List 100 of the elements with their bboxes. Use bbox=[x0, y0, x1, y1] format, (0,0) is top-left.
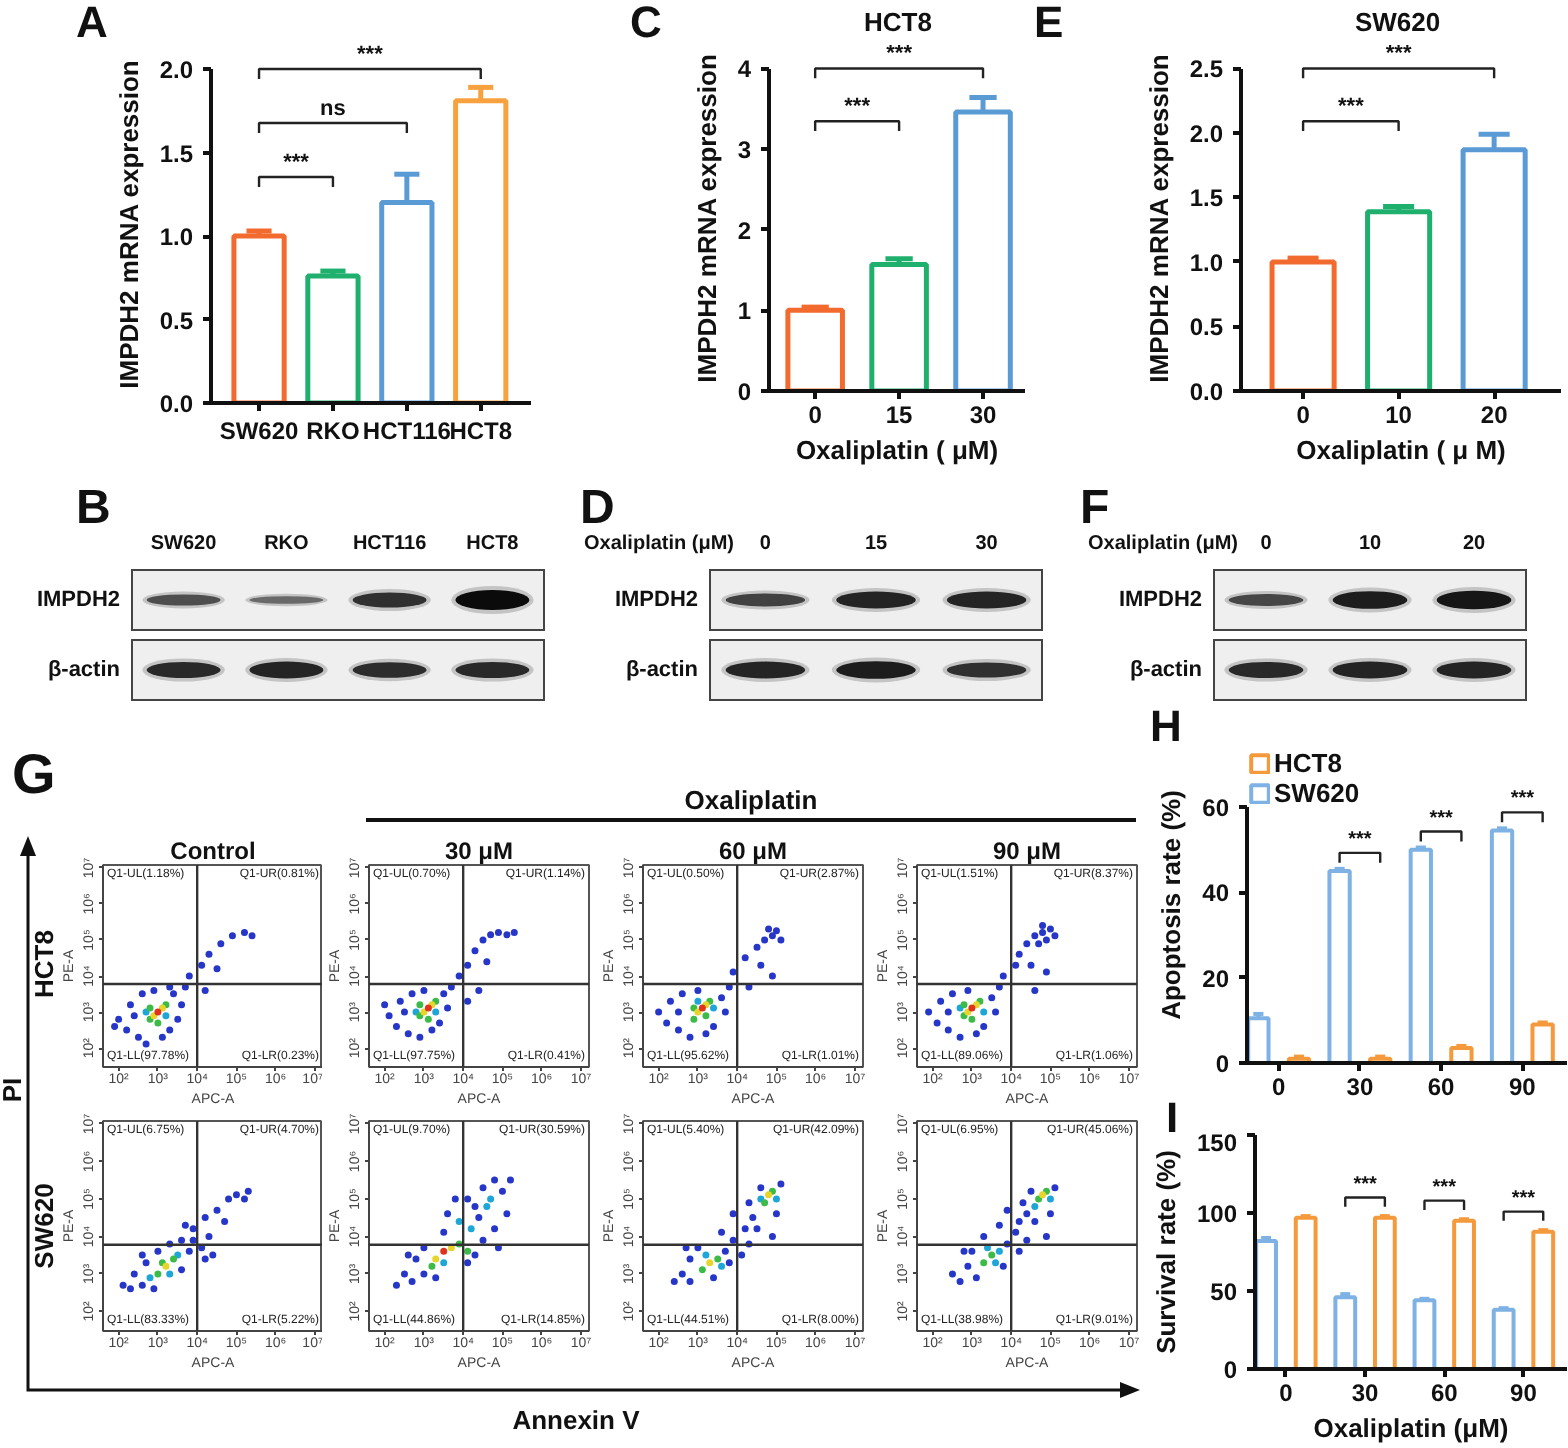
category-label: RKO bbox=[264, 533, 310, 555]
x-tick-label: 30 bbox=[1346, 1073, 1374, 1101]
chart-title: 90 μM bbox=[992, 837, 1062, 865]
text: PI bbox=[0, 1077, 27, 1103]
x-tick-label: 90 bbox=[1510, 1379, 1538, 1407]
x-axis-title: Oxaliplatin ( μ M) bbox=[1296, 435, 1506, 465]
y-tick-label: 0.0 bbox=[159, 390, 194, 418]
category-label: 10 bbox=[1358, 533, 1382, 555]
chart-title: 60 μM bbox=[718, 837, 788, 865]
annotation: *** bbox=[283, 151, 311, 175]
x-axis-title: Oxaliplatin ( μM) bbox=[795, 435, 999, 465]
category-label: β-actin bbox=[625, 658, 698, 682]
category-label: 20 bbox=[1462, 533, 1486, 555]
y-tick-label: 4 bbox=[737, 55, 752, 84]
x-tick-label: SW620 bbox=[219, 417, 300, 445]
y-tick-label: 40 bbox=[1202, 879, 1230, 908]
text: E bbox=[1034, 0, 1064, 47]
category-label: HCT8 bbox=[466, 533, 520, 555]
x-tick-label: 0 bbox=[808, 401, 823, 429]
x-tick-label: 60 bbox=[1430, 1379, 1459, 1407]
category-label: β-actin bbox=[47, 658, 120, 682]
y-tick-label: 2 bbox=[737, 216, 752, 245]
text: F bbox=[1080, 481, 1110, 535]
x-tick-label: 30 bbox=[969, 401, 998, 429]
annotation: *** bbox=[844, 95, 872, 120]
x-tick-label: HCT8 bbox=[449, 417, 513, 445]
legend-label: SW620 bbox=[1274, 778, 1360, 808]
chart-title: HCT8 bbox=[864, 7, 932, 37]
x-tick-label: 90 bbox=[1508, 1073, 1537, 1101]
x-tick-label: 15 bbox=[885, 401, 914, 429]
text: H bbox=[1150, 701, 1182, 751]
x-axis-title: Oxaliplatin (μM) bbox=[1313, 1413, 1509, 1443]
chart-title: Control bbox=[170, 837, 256, 865]
category-label: 15 bbox=[864, 533, 888, 555]
chart-title: 30 μM bbox=[444, 837, 514, 865]
y-axis-title: IMPDH2 mRNA expression bbox=[113, 60, 144, 389]
text: B bbox=[76, 481, 111, 535]
y-tick-label: 2.0 bbox=[1189, 119, 1224, 148]
category-label: β-actin bbox=[1129, 658, 1202, 682]
x-tick-label: 60 bbox=[1427, 1073, 1456, 1101]
x-tick-label: RKO bbox=[306, 417, 360, 445]
category-label: 0 bbox=[759, 533, 772, 555]
y-tick-label: 1.5 bbox=[1189, 184, 1224, 213]
text: Oxaliplatin (μM) bbox=[1088, 533, 1239, 555]
y-tick-label: 0 bbox=[1223, 1356, 1238, 1384]
y-axis-title: Survival rate (%) bbox=[1150, 1150, 1181, 1354]
x-tick-label: 0 bbox=[1279, 1379, 1294, 1407]
y-tick-label: 1.0 bbox=[159, 223, 194, 251]
y-tick-label: 0.5 bbox=[1189, 313, 1224, 342]
y-tick-label: 2.0 bbox=[159, 56, 194, 84]
chart-title: SW620 bbox=[1354, 7, 1441, 37]
y-tick-label: 20 bbox=[1202, 964, 1230, 993]
annotation: *** bbox=[1432, 1176, 1457, 1199]
category-label: IMPDH2 bbox=[36, 588, 120, 612]
legend-label: HCT8 bbox=[1274, 748, 1342, 778]
y-tick-label: 60 bbox=[1202, 794, 1230, 822]
annotation: *** bbox=[1511, 1187, 1536, 1210]
x-tick-label: 10 bbox=[1385, 401, 1413, 429]
annotation: *** bbox=[1348, 828, 1372, 851]
text: *** bbox=[1385, 42, 1413, 67]
y-tick-label: 1 bbox=[737, 297, 752, 326]
x-tick-label: 0 bbox=[1296, 401, 1311, 429]
annotation: *** bbox=[1338, 95, 1366, 120]
x-tick-label: 0 bbox=[1272, 1073, 1286, 1101]
y-axis-title: IMPDH2 mRNA expression bbox=[691, 54, 722, 383]
text: Oxaliplatin bbox=[684, 785, 818, 815]
annotation: *** bbox=[1510, 788, 1535, 811]
x-tick-label: 20 bbox=[1480, 401, 1509, 429]
x-tick-label: 30 bbox=[1351, 1379, 1380, 1407]
y-tick-label: 0 bbox=[737, 378, 752, 406]
y-tick-label: 1.0 bbox=[1189, 248, 1224, 277]
y-tick-label: 0.0 bbox=[1189, 378, 1224, 406]
y-tick-label: 0.5 bbox=[159, 306, 194, 335]
category-label: 30 bbox=[975, 533, 999, 555]
category-label: SW620 bbox=[29, 1183, 59, 1269]
text: *** bbox=[357, 43, 385, 67]
category-label: HCT116 bbox=[352, 533, 428, 555]
y-tick-label: 100 bbox=[1196, 1200, 1238, 1228]
category-label: IMPDH2 bbox=[614, 588, 698, 612]
text: Oxaliplatin (μM) bbox=[584, 533, 735, 555]
text: G bbox=[12, 743, 56, 805]
x-tick-label: HCT116 bbox=[362, 417, 452, 445]
y-tick-label: 2.5 bbox=[1189, 55, 1224, 84]
y-tick-label: 3 bbox=[737, 136, 752, 165]
category-label: SW620 bbox=[150, 533, 218, 555]
y-tick-label: 1.5 bbox=[159, 139, 194, 168]
annotation: *** bbox=[1429, 807, 1453, 830]
text: C bbox=[630, 0, 662, 47]
category-label: HCT8 bbox=[29, 930, 59, 998]
y-tick-label: 150 bbox=[1196, 1129, 1238, 1157]
text: D bbox=[580, 481, 615, 535]
y-axis-title: Apoptosis rate (%) bbox=[1156, 790, 1187, 1020]
text: A bbox=[76, 0, 108, 47]
y-tick-label: 50 bbox=[1210, 1278, 1238, 1306]
y-axis-title: IMPDH2 mRNA expression bbox=[1143, 54, 1174, 383]
category-label: 0 bbox=[1260, 533, 1273, 555]
text: *** bbox=[886, 42, 914, 67]
annotation: *** bbox=[1353, 1173, 1377, 1196]
text: Annexin V bbox=[512, 1405, 641, 1435]
annotation: ns bbox=[320, 97, 346, 121]
